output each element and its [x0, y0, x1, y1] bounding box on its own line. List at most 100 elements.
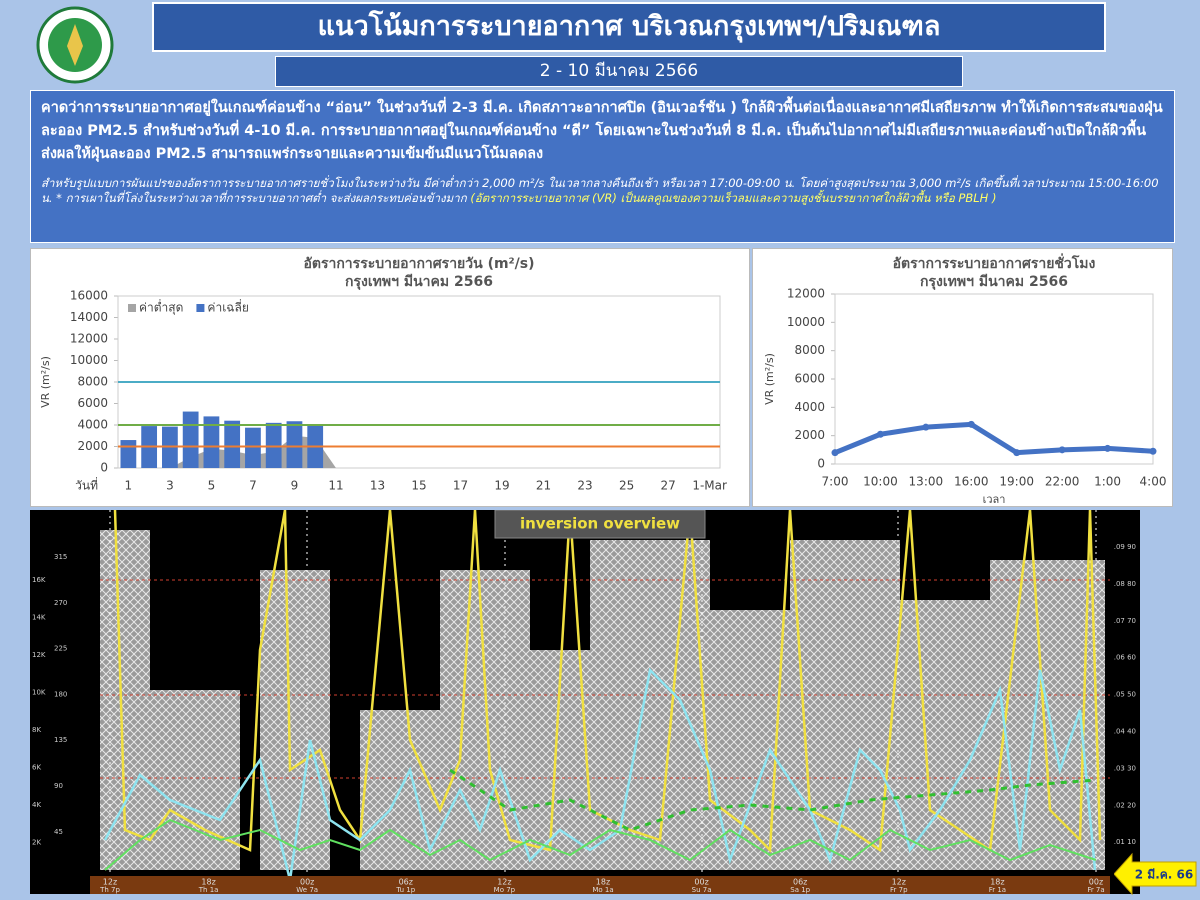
y-tick-label: 10000: [787, 315, 825, 329]
time-label: 18z: [201, 878, 215, 887]
x-tick-label: 25: [619, 479, 634, 493]
x-tick-label: 19: [494, 479, 509, 493]
note-text: สำหรับรูปแบบการผันแปรของอัตราการระบายอาก…: [41, 176, 1159, 205]
point: [876, 430, 884, 438]
x-axis-label: เวลา: [983, 493, 1006, 506]
plot-frame: [834, 293, 1154, 465]
right-label: .08 80: [1114, 580, 1136, 588]
direction-label: 180: [54, 690, 67, 698]
chart-subtitle: กรุงเทพฯ มีนาคม 2566: [920, 274, 1068, 290]
green-trace: [104, 818, 1097, 871]
right-label: .06 60: [1114, 654, 1136, 662]
cyan-trace: [103, 667, 1097, 881]
height-label: 2K: [32, 839, 41, 847]
y-axis-label: VR (m²/s): [39, 356, 52, 408]
x-tick-label: 9: [291, 479, 299, 493]
point: [922, 423, 930, 431]
green-dots: [449, 768, 1097, 832]
time-label: 12z: [892, 878, 906, 887]
height-label: 8K: [32, 726, 41, 734]
x-tick-label: 17: [453, 479, 468, 493]
time-label-sub: Fr 7a: [1087, 886, 1104, 894]
yellow-trace: [113, 510, 1102, 853]
time-label: 12z: [103, 878, 117, 887]
direction-label: 315: [54, 553, 67, 561]
point: [1058, 446, 1066, 454]
time-label-sub: Sa 1p: [790, 886, 810, 894]
x-tick-label: 11: [328, 479, 343, 493]
height-label: 12K: [32, 651, 46, 659]
x-tick-label: 1:00: [1094, 475, 1121, 489]
chart-title: อัตราการระบายอากาศรายวัน (m²/s): [303, 256, 534, 272]
right-label: .03 30: [1114, 764, 1136, 772]
level-lines: [100, 579, 1110, 779]
header-date: 2 - 10 มีนาคม 2566: [275, 56, 963, 87]
y-tick-label: 2000: [77, 439, 108, 453]
y-tick-label: 10000: [70, 353, 108, 367]
direction-label: 90: [54, 782, 63, 790]
line: [834, 421, 1154, 456]
block: [440, 570, 530, 870]
x-tick-label: 7: [249, 479, 257, 493]
block: [260, 570, 330, 870]
y-tick-label: 12000: [70, 332, 108, 346]
point: [1104, 444, 1112, 452]
y-tick-label: 4000: [794, 400, 825, 414]
time-label-sub: We 7a: [296, 886, 318, 894]
time-label-sub: Fr 1a: [989, 886, 1006, 894]
x-tick-label: 16:00: [954, 475, 989, 489]
block: [590, 540, 710, 870]
inv-title: inversion overview: [520, 515, 680, 533]
bar: [182, 411, 199, 468]
y-tick-label: 8000: [794, 343, 825, 357]
logo-figure: [67, 24, 83, 66]
legend-label: ค่าเฉลี่ย: [207, 299, 248, 315]
point: [967, 420, 975, 428]
y-tick-label: 6000: [77, 396, 108, 410]
logo: [36, 6, 114, 84]
summary-box: คาดว่าการระบายอากาศอยู่ในเกณฑ์ค่อนข้าง “…: [30, 90, 1175, 243]
direction-label: 135: [54, 736, 67, 744]
time-label: 06z: [793, 878, 807, 887]
right-label: .04 40: [1114, 728, 1136, 736]
point: [831, 449, 839, 457]
chart-subtitle: กรุงเทพฯ มีนาคม 2566: [345, 274, 493, 290]
y-tick-label: 4000: [77, 418, 108, 432]
time-label: 18z: [990, 878, 1004, 887]
bar: [286, 421, 303, 468]
block: [790, 540, 900, 870]
right-label: .05 50: [1114, 691, 1136, 699]
legend-label: ค่าต่ำสุด: [139, 299, 183, 316]
right-label: .02 20: [1114, 801, 1136, 809]
time-grid: [109, 510, 1097, 875]
block: [150, 690, 240, 870]
y-tick-label: 12000: [787, 287, 825, 301]
time-label-sub: Mo 7p: [494, 886, 516, 894]
right-label: .09 90: [1114, 543, 1136, 551]
x-tick-label: 4:00: [1140, 475, 1167, 489]
x-tick-label: 3: [166, 479, 174, 493]
time-label-sub: Su 7a: [692, 886, 712, 894]
chart-title: อัตราการระบายอากาศรายชั่วโมง: [893, 253, 1096, 272]
legend-swatch: [196, 304, 205, 312]
time-strip: [90, 876, 1110, 894]
direction-label: 45: [54, 828, 63, 836]
bar: [203, 416, 220, 468]
x-tick-label: 23: [577, 479, 592, 493]
daily-chart: อัตราการระบายอากาศรายวัน (m²/s) กรุงเทพฯ …: [30, 248, 750, 507]
y-tick-label: 0: [817, 457, 825, 471]
time-label: 00z: [1089, 878, 1103, 887]
legend-swatch: [128, 304, 136, 312]
summary-text: คาดว่าการระบายอากาศอยู่ในเกณฑ์ค่อนข้าง “…: [41, 100, 1163, 162]
header-title: แนวโน้มการระบายอากาศ บริเวณกรุงเทพฯ/ปริม…: [152, 2, 1106, 52]
height-label: 16K: [32, 576, 46, 584]
point: [1013, 449, 1021, 457]
direction-label: 270: [54, 599, 67, 607]
x-tick-label: 5: [208, 479, 216, 493]
y-tick-label: 8000: [77, 375, 108, 389]
x-tick-label: 21: [536, 479, 551, 493]
x-tick-label: 19:00: [999, 475, 1034, 489]
